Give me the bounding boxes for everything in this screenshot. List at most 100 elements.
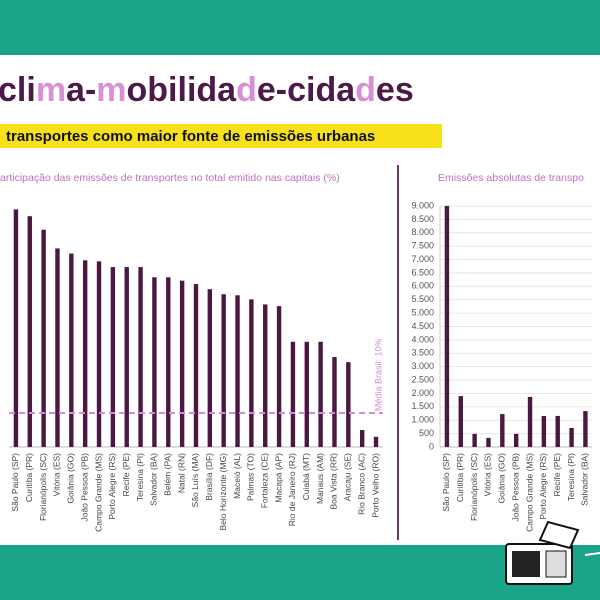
bar	[500, 414, 505, 447]
x-tick-label: Belém (PA)	[163, 453, 173, 496]
x-tick-label: Cuiabá (MT)	[301, 453, 311, 500]
x-tick-label: Campo Grande (MS)	[93, 453, 103, 532]
bar	[458, 396, 463, 447]
x-tick-label: Macapá (AP)	[273, 453, 283, 503]
y-tick-label: 500	[419, 428, 434, 438]
bar	[263, 304, 268, 447]
machine-screen	[512, 551, 540, 577]
bar	[373, 436, 379, 447]
x-tick-label: João Pessoa (PB)	[79, 453, 89, 522]
x-tick-label: Curitiba (PR)	[24, 453, 34, 502]
bar	[527, 396, 533, 447]
machine-lid	[538, 520, 580, 550]
bar	[55, 248, 60, 447]
bar	[235, 295, 240, 447]
x-tick-label: Goiânia (GO)	[66, 453, 76, 504]
bar	[290, 341, 296, 447]
x-tick-label: Florianópolis (SC)	[469, 453, 479, 521]
x-tick-label: Salvador (BA)	[149, 453, 159, 506]
x-tick-label: Recife (PE)	[552, 453, 562, 497]
bar	[583, 411, 588, 447]
bar	[166, 277, 171, 447]
bar	[124, 267, 129, 447]
y-tick-label: 2.000	[411, 388, 434, 398]
title-part: d	[236, 71, 257, 109]
x-tick-label: João Pessoa (PB)	[510, 453, 520, 522]
bar	[249, 299, 254, 447]
slide-subtitle: transportes como maior fonte de emissões…	[6, 128, 375, 145]
bar	[193, 284, 199, 447]
x-tick-label: Natal (RN)	[176, 453, 186, 493]
title-part: m	[36, 71, 66, 109]
y-tick-label: 8.500	[411, 214, 434, 224]
x-tick-label: Fortaleza (CE)	[259, 453, 269, 508]
y-tick-label: 7.000	[411, 254, 434, 264]
bar	[444, 206, 450, 447]
y-tick-label: 1.000	[411, 415, 434, 425]
x-tick-label: Teresina (PI)	[135, 453, 145, 501]
x-tick-label: Brasília (DF)	[204, 453, 214, 501]
x-tick-label: Vitória (ES)	[52, 453, 62, 496]
x-tick-label: Palmas (TO)	[246, 453, 256, 501]
bar	[110, 267, 116, 447]
bar	[152, 277, 157, 447]
bar	[513, 433, 519, 447]
title-part: e-cida	[257, 71, 356, 109]
x-tick-label: Porto Alegre (RS)	[538, 453, 548, 520]
bar	[276, 306, 282, 447]
bar	[138, 267, 143, 447]
slide-title: clima-mobilidade-cidades	[0, 71, 414, 109]
x-tick-label: Campo Grande (MS)	[524, 453, 534, 532]
x-tick-label: Boa Vista (RR)	[329, 453, 339, 510]
bar	[346, 362, 351, 447]
x-tick-label: Curitiba (PR)	[455, 453, 465, 502]
bar	[82, 260, 88, 447]
y-tick-label: 1.500	[411, 401, 434, 411]
x-tick-label: Florianópolis (SC)	[38, 453, 48, 521]
x-tick-label: Teresina (PI)	[566, 453, 576, 501]
x-tick-label: Maceió (AL)	[232, 453, 242, 499]
bar	[359, 430, 365, 447]
bar	[318, 341, 323, 447]
bar	[472, 433, 477, 447]
x-tick-label: Porto Alegre (RS)	[107, 453, 117, 520]
x-tick-label: Recife (PE)	[121, 453, 131, 497]
y-tick-label: 8.000	[411, 227, 434, 237]
title-part: d	[355, 71, 376, 109]
x-tick-label: Salvador (BA)	[580, 453, 590, 506]
x-tick-label: Vitória (ES)	[483, 453, 493, 496]
x-tick-label: Manaus (AM)	[315, 453, 325, 504]
bar	[486, 437, 491, 447]
y-tick-label: 2.500	[411, 374, 434, 384]
y-tick-label: 9.000	[411, 200, 434, 210]
bar	[541, 415, 547, 447]
y-tick-label: 3.500	[411, 348, 434, 358]
bar	[207, 289, 213, 447]
y-tick-label: 4.000	[411, 334, 434, 344]
y-tick-label: 6.000	[411, 281, 434, 291]
bar	[13, 209, 19, 447]
x-tick-label: Aracaju (SE)	[343, 453, 353, 501]
subtitle-highlight	[0, 124, 442, 148]
chart-title: Emissões absolutas de transpo	[438, 172, 584, 184]
x-tick-label: Rio de Janeiro (RJ)	[287, 453, 297, 526]
reference-label: Média Brasil: 10%	[373, 339, 383, 412]
machine-keypad	[545, 550, 567, 578]
x-tick-label: Belo Horizonte (MG)	[218, 453, 228, 531]
y-tick-label: 0	[429, 441, 434, 451]
y-tick-label: 5.000	[411, 307, 434, 317]
y-tick-label: 6.500	[411, 267, 434, 277]
chart-title: articipação das emissões de transportes …	[0, 172, 340, 184]
bar	[332, 357, 337, 447]
bar	[304, 341, 309, 447]
bar	[179, 280, 185, 447]
x-tick-label: São Paulo (SP)	[10, 453, 20, 512]
title-part: a-	[66, 71, 96, 109]
x-tick-label: São Paulo (SP)	[441, 453, 451, 512]
title-part: m	[96, 71, 126, 109]
bar	[41, 229, 46, 447]
y-tick-label: 3.000	[411, 361, 434, 371]
y-tick-label: 4.500	[411, 321, 434, 331]
